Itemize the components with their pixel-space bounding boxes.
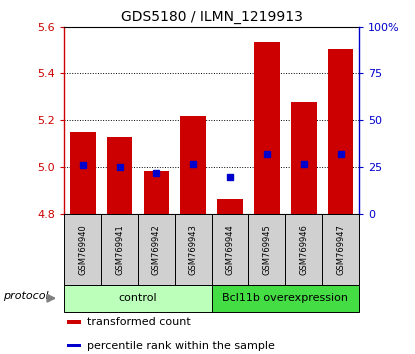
Text: percentile rank within the sample: percentile rank within the sample <box>87 341 275 350</box>
Title: GDS5180 / ILMN_1219913: GDS5180 / ILMN_1219913 <box>121 10 303 24</box>
Text: Bcl11b overexpression: Bcl11b overexpression <box>222 293 348 303</box>
Text: GSM769940: GSM769940 <box>78 224 87 275</box>
Text: GSM769941: GSM769941 <box>115 224 124 275</box>
Bar <box>144 171 169 214</box>
Text: GSM769943: GSM769943 <box>189 224 198 275</box>
Bar <box>322 214 359 285</box>
Text: GSM769942: GSM769942 <box>152 224 161 275</box>
Bar <box>212 214 249 285</box>
Bar <box>254 42 280 214</box>
Bar <box>64 285 212 312</box>
Bar <box>328 49 354 214</box>
Bar <box>291 102 317 214</box>
Bar <box>64 214 101 285</box>
Bar <box>70 132 95 214</box>
Bar <box>175 214 212 285</box>
Bar <box>101 214 138 285</box>
Text: GSM769945: GSM769945 <box>262 224 271 275</box>
Text: GSM769947: GSM769947 <box>336 224 345 275</box>
Text: GSM769946: GSM769946 <box>299 224 308 275</box>
Text: GSM769944: GSM769944 <box>226 224 234 275</box>
Bar <box>217 199 243 214</box>
Bar <box>286 214 322 285</box>
Bar <box>67 320 81 324</box>
Bar <box>67 344 81 347</box>
Bar <box>212 285 359 312</box>
Text: control: control <box>119 293 157 303</box>
Text: protocol: protocol <box>3 291 49 301</box>
Bar <box>107 137 132 214</box>
Bar <box>138 214 175 285</box>
Text: transformed count: transformed count <box>87 317 191 327</box>
Bar <box>181 116 206 214</box>
Bar <box>249 214 286 285</box>
